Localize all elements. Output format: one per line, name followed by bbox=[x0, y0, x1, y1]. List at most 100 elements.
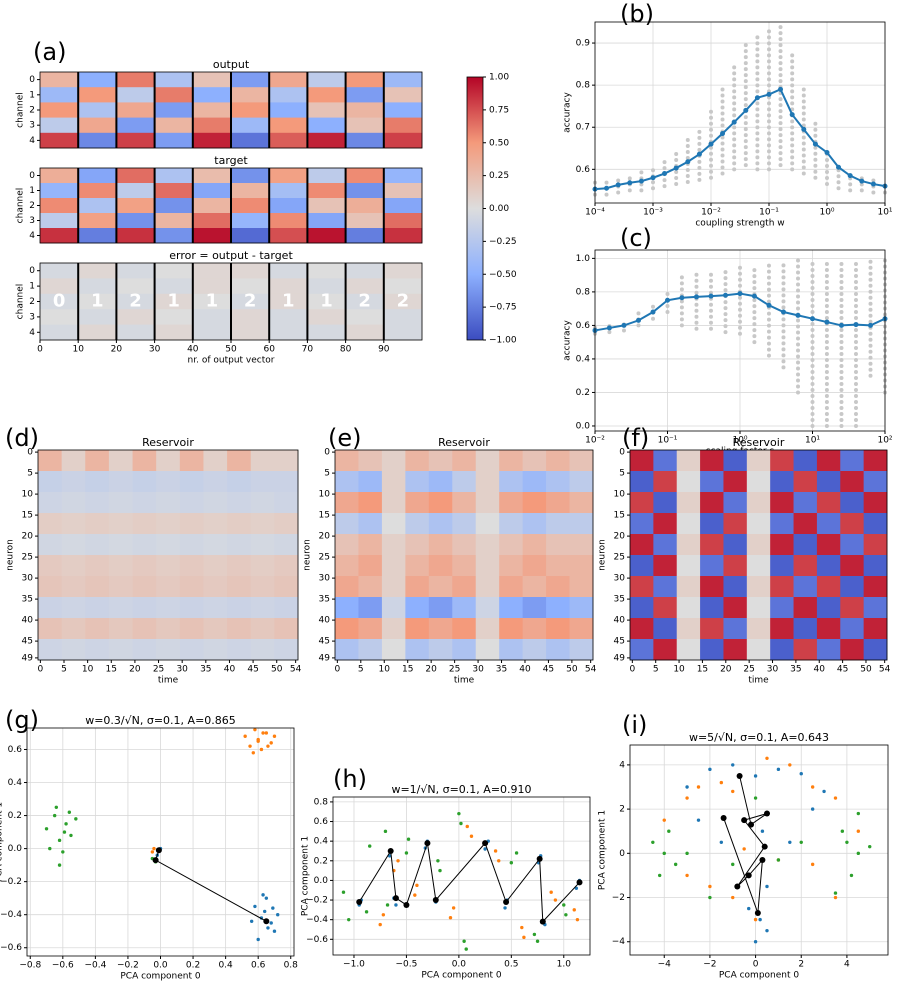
y-tick-label: 0.00 bbox=[489, 204, 509, 214]
heatmap-cell bbox=[428, 450, 453, 472]
x-tick-label: 30 bbox=[149, 345, 161, 355]
heatmap-cell bbox=[405, 492, 430, 514]
heatmap-cell bbox=[269, 72, 308, 88]
heatmap-cell bbox=[383, 263, 423, 279]
x-tick-label: 54 bbox=[585, 665, 597, 675]
mean-point bbox=[720, 131, 726, 137]
heatmap-cell bbox=[154, 87, 194, 103]
heatmap-cell bbox=[746, 450, 771, 472]
heatmap-cell bbox=[307, 228, 346, 244]
heatmap-cell bbox=[569, 555, 594, 577]
y-tick-label: −0.2 bbox=[306, 896, 328, 906]
point bbox=[719, 780, 724, 785]
heatmap-cell bbox=[358, 492, 383, 514]
heatmap-cell bbox=[676, 555, 701, 577]
heatmap-cell bbox=[499, 618, 524, 640]
heatmap-cell bbox=[227, 534, 252, 556]
heatmap-cell bbox=[405, 618, 430, 640]
heatmap-cell bbox=[383, 309, 423, 325]
heatmap-cell bbox=[192, 198, 232, 214]
heatmap-cell bbox=[630, 492, 654, 514]
x-tick-label: 15 bbox=[106, 665, 117, 675]
heatmap-cell bbox=[132, 513, 157, 535]
heatmap-cell bbox=[307, 309, 346, 325]
heatmap-cell bbox=[40, 228, 79, 244]
heatmap-cell bbox=[676, 492, 701, 514]
point bbox=[396, 859, 400, 863]
x-tick-label: 60 bbox=[263, 345, 275, 355]
heatmap-cell bbox=[630, 555, 654, 577]
heatmap-cell bbox=[793, 492, 818, 514]
heatmap-cell bbox=[179, 639, 204, 661]
mean-point bbox=[615, 182, 621, 188]
x-tick-label: 10⁻¹ bbox=[759, 208, 779, 218]
heatmap-cell bbox=[40, 324, 79, 341]
y-tick-label: −4 bbox=[612, 937, 626, 947]
heatmap-cell bbox=[231, 324, 270, 341]
x-tick-label: 10⁻³ bbox=[643, 208, 663, 218]
heatmap-cell bbox=[335, 492, 359, 514]
y-tick-label: −0.50 bbox=[489, 270, 517, 280]
x-axis-label: time bbox=[748, 676, 769, 686]
point bbox=[381, 913, 386, 917]
heatmap-cell bbox=[345, 198, 385, 214]
point bbox=[259, 747, 264, 752]
point bbox=[503, 906, 507, 910]
point bbox=[758, 917, 762, 922]
heatmap-cell bbox=[428, 618, 453, 640]
heatmap-cell bbox=[746, 555, 771, 577]
heatmap-cell bbox=[383, 87, 423, 103]
heatmap-cell bbox=[227, 471, 252, 493]
heatmap-cell bbox=[746, 534, 771, 556]
heatmap-cell bbox=[840, 639, 865, 661]
heatmap-cell bbox=[85, 555, 110, 577]
point bbox=[708, 884, 712, 889]
heatmap-cell bbox=[78, 324, 117, 341]
trajectory-point bbox=[392, 895, 399, 902]
heatmap-cell bbox=[192, 263, 232, 279]
x-tick-label: 45 bbox=[543, 665, 554, 675]
heatmap-cell bbox=[723, 471, 748, 493]
point bbox=[269, 921, 273, 925]
heatmap-cell bbox=[274, 597, 299, 619]
x-tick-label: 10² bbox=[877, 436, 892, 446]
heatmap-cell bbox=[345, 213, 385, 229]
y-tick-label: 0.6 bbox=[314, 817, 329, 827]
heatmap-cell bbox=[452, 597, 477, 619]
y-tick-label: 0.8 bbox=[576, 81, 591, 91]
heatmap-cell bbox=[132, 450, 157, 472]
x-tick-label: 30 bbox=[176, 665, 188, 675]
y-tick-label: 0.0 bbox=[576, 421, 591, 431]
y-tick-label: 40 bbox=[319, 616, 331, 626]
heatmap-cell bbox=[630, 513, 654, 535]
y-tick-label: 0.6 bbox=[576, 321, 591, 331]
point bbox=[662, 818, 666, 822]
heatmap-cell bbox=[116, 72, 155, 88]
point bbox=[457, 811, 461, 816]
heatmap-cell bbox=[85, 450, 110, 472]
y-tick-label: 20 bbox=[319, 532, 331, 542]
heatmap-cell bbox=[428, 639, 453, 661]
x-tick-label: 5 bbox=[61, 665, 67, 675]
heatmap-cell bbox=[358, 555, 383, 577]
heatmap-cell bbox=[156, 555, 181, 577]
heatmap-cell bbox=[108, 597, 133, 619]
y-tick-label: −0.25 bbox=[489, 237, 517, 247]
heatmap-cell bbox=[793, 471, 818, 493]
heatmap-cell bbox=[383, 213, 423, 229]
heatmap-cell bbox=[383, 102, 423, 118]
heatmap-cell bbox=[38, 492, 63, 514]
heatmap-cell bbox=[40, 72, 79, 88]
heatmap-cell bbox=[383, 198, 423, 214]
heatmap-cell bbox=[863, 555, 888, 577]
point bbox=[253, 727, 257, 732]
point bbox=[469, 834, 474, 838]
mean-point bbox=[778, 86, 784, 92]
point bbox=[62, 830, 67, 834]
heatmap-cell bbox=[40, 132, 79, 149]
y-axis-label: PCA component 1 bbox=[0, 802, 5, 882]
mean-point bbox=[838, 322, 844, 328]
heatmap-cell bbox=[676, 618, 701, 640]
point bbox=[708, 895, 712, 900]
